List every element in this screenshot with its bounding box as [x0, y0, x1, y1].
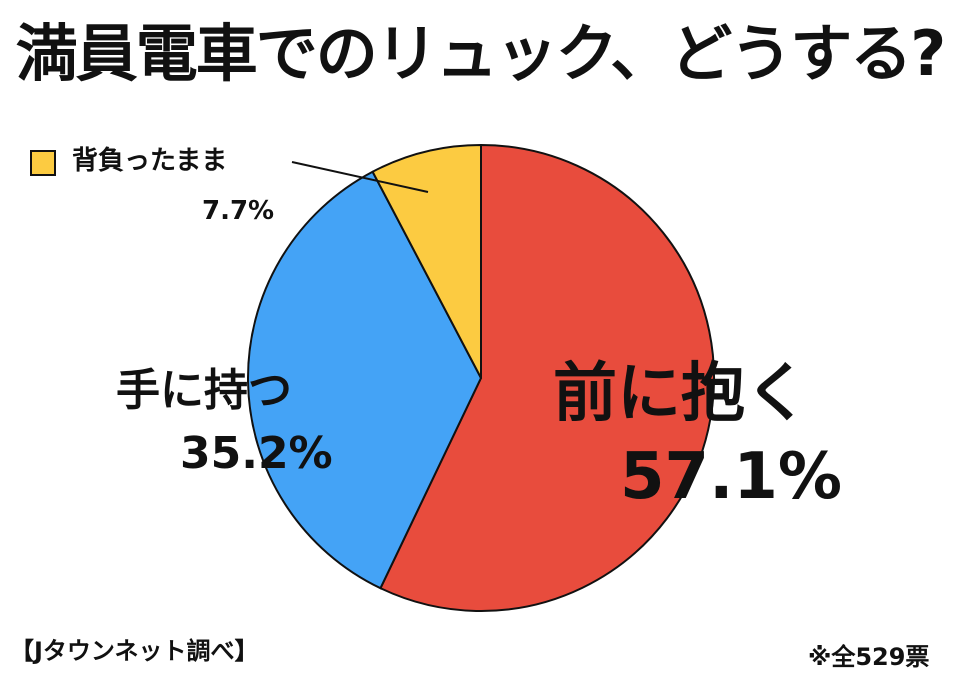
pie-slice-front [379, 144, 715, 612]
pie-slice-back [371, 144, 482, 379]
slice-label-hand: 手に持つ [116, 365, 292, 416]
chart-title: 満員電車でのリュック、どうする? [15, 17, 946, 90]
slice-value-hand: 35.2% [180, 428, 333, 479]
pie-slices [247, 144, 715, 612]
pie-slice-hand [247, 170, 482, 590]
slice-label-front: 前に抱く [553, 357, 809, 431]
source-credit: 【Jタウンネット調べ】 [10, 637, 259, 665]
leader-line-back [291, 161, 429, 193]
slice-value-back: 7.7% [202, 196, 275, 226]
vote-count-note: ※全529票 [808, 643, 930, 671]
legend-swatch-back [30, 150, 56, 176]
slice-value-front: 57.1% [620, 440, 843, 514]
slice-label-back: 背負ったまま [72, 146, 228, 176]
